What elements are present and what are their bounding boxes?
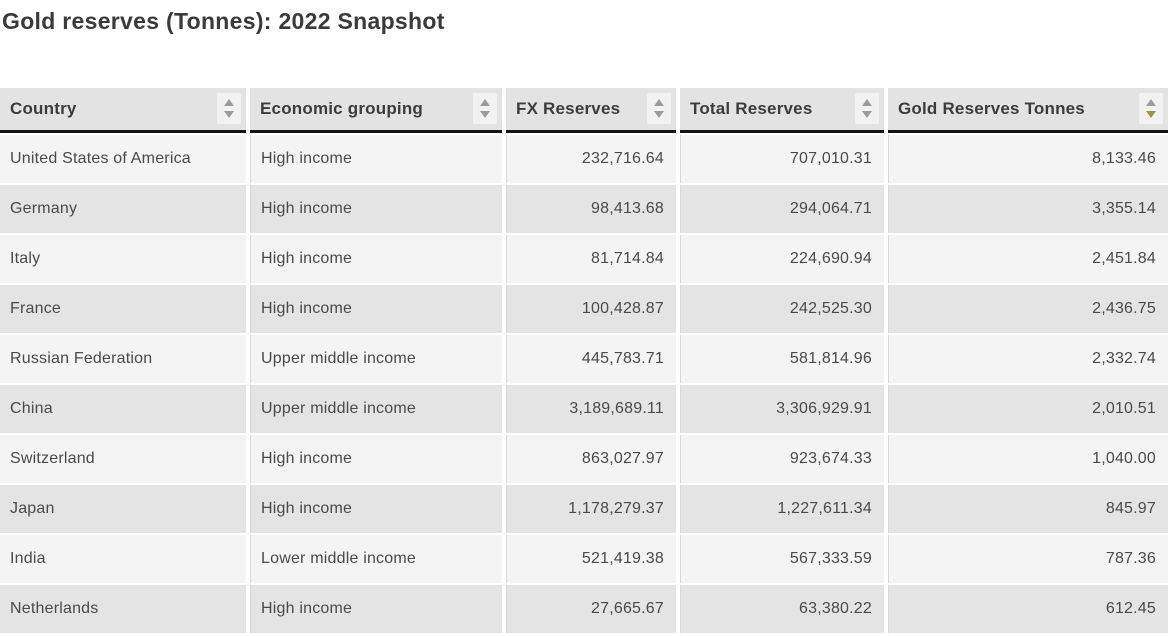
cell-country: Italy <box>0 234 246 283</box>
cell-country: Netherlands <box>0 584 246 633</box>
sort-descending-icon[interactable] <box>480 111 490 119</box>
column-header-total-reserves[interactable]: Total Reserves <box>680 87 884 133</box>
cell-country: China <box>0 384 246 433</box>
column-header-inner: Gold Reserves Tonnes <box>888 88 1168 130</box>
cell-fx-reserves: 81,714.84 <box>506 234 676 283</box>
cell-economic-grouping: High income <box>250 234 502 283</box>
header-row: Country Economic grouping FX Reserves Total… <box>0 87 1168 133</box>
table-row: India Lower middle income 521,419.38 567,33… <box>0 534 1168 583</box>
cell-fx-reserves: 232,716.64 <box>506 134 676 183</box>
table-row: Russian Federation Upper middle income 445… <box>0 334 1168 383</box>
cell-gold-reserves-tonnes: 2,332.74 <box>888 334 1168 383</box>
column-label: Country <box>10 98 77 118</box>
table-row: Italy High income 81,714.84 224,690.94 2,451… <box>0 234 1168 283</box>
cell-country: Switzerland <box>0 434 246 483</box>
sort-ascending-icon[interactable] <box>224 99 234 107</box>
cell-country: Russian Federation <box>0 334 246 383</box>
cell-total-reserves: 707,010.31 <box>680 134 884 183</box>
cell-economic-grouping: High income <box>250 584 502 633</box>
column-header-country[interactable]: Country <box>0 87 246 133</box>
cell-economic-grouping: High income <box>250 184 502 233</box>
cell-country: Japan <box>0 484 246 533</box>
sort-descending-icon[interactable] <box>1146 111 1156 119</box>
column-header-fx-reserves[interactable]: FX Reserves <box>506 87 676 133</box>
table-row: Switzerland High income 863,027.97 923,674.… <box>0 434 1168 483</box>
cell-total-reserves: 1,227,611.34 <box>680 484 884 533</box>
cell-gold-reserves-tonnes: 3,355.14 <box>888 184 1168 233</box>
table-row: Japan High income 1,178,279.37 1,227,611.34… <box>0 484 1168 533</box>
cell-gold-reserves-tonnes: 845.97 <box>888 484 1168 533</box>
sort-descending-icon[interactable] <box>862 111 872 119</box>
column-label: Total Reserves <box>690 98 813 118</box>
cell-fx-reserves: 98,413.68 <box>506 184 676 233</box>
cell-gold-reserves-tonnes: 1,040.00 <box>888 434 1168 483</box>
cell-economic-grouping: High income <box>250 434 502 483</box>
cell-economic-grouping: Lower middle income <box>250 534 502 583</box>
cell-country: Germany <box>0 184 246 233</box>
table-row: China Upper middle income 3,189,689.11 3,30… <box>0 384 1168 433</box>
cell-total-reserves: 63,380.22 <box>680 584 884 633</box>
sort-control[interactable] <box>217 93 241 125</box>
sort-ascending-icon[interactable] <box>1146 99 1156 107</box>
cell-gold-reserves-tonnes: 612.45 <box>888 584 1168 633</box>
sort-control[interactable] <box>1139 93 1163 125</box>
cell-economic-grouping: High income <box>250 134 502 183</box>
sort-control[interactable] <box>855 93 879 125</box>
cell-fx-reserves: 27,665.67 <box>506 584 676 633</box>
column-header-economic-grouping[interactable]: Economic grouping <box>250 87 502 133</box>
sort-descending-icon[interactable] <box>654 111 664 119</box>
cell-gold-reserves-tonnes: 2,451.84 <box>888 234 1168 283</box>
column-header-inner: Total Reserves <box>680 88 884 130</box>
cell-country: France <box>0 284 246 333</box>
column-label: FX Reserves <box>516 98 621 118</box>
cell-country: United States of America <box>0 134 246 183</box>
cell-total-reserves: 242,525.30 <box>680 284 884 333</box>
cell-fx-reserves: 1,178,279.37 <box>506 484 676 533</box>
column-label: Gold Reserves Tonnes <box>898 98 1085 118</box>
cell-gold-reserves-tonnes: 2,010.51 <box>888 384 1168 433</box>
sort-ascending-icon[interactable] <box>862 99 872 107</box>
cell-total-reserves: 923,674.33 <box>680 434 884 483</box>
table-row: United States of America High income 232,7… <box>0 134 1168 183</box>
cell-gold-reserves-tonnes: 787.36 <box>888 534 1168 583</box>
table-row: Netherlands High income 27,665.67 63,380.22… <box>0 584 1168 633</box>
column-header-gold-reserves-tonnes[interactable]: Gold Reserves Tonnes <box>888 87 1168 133</box>
cell-economic-grouping: High income <box>250 484 502 533</box>
table-row: Germany High income 98,413.68 294,064.71 3,3… <box>0 184 1168 233</box>
sort-ascending-icon[interactable] <box>480 99 490 107</box>
cell-gold-reserves-tonnes: 8,133.46 <box>888 134 1168 183</box>
cell-fx-reserves: 863,027.97 <box>506 434 676 483</box>
column-header-inner: FX Reserves <box>506 88 676 130</box>
column-label: Economic grouping <box>260 98 424 118</box>
cell-economic-grouping: Upper middle income <box>250 384 502 433</box>
cell-total-reserves: 567,333.59 <box>680 534 884 583</box>
cell-gold-reserves-tonnes: 2,436.75 <box>888 284 1168 333</box>
cell-country: India <box>0 534 246 583</box>
table-row: France High income 100,428.87 242,525.30 2,4… <box>0 284 1168 333</box>
cell-fx-reserves: 521,419.38 <box>506 534 676 583</box>
cell-fx-reserves: 445,783.71 <box>506 334 676 383</box>
gold-reserves-table: Country Economic grouping FX Reserves Total… <box>0 86 1170 635</box>
cell-total-reserves: 581,814.96 <box>680 334 884 383</box>
sort-descending-icon[interactable] <box>224 111 234 119</box>
cell-economic-grouping: Upper middle income <box>250 334 502 383</box>
sort-ascending-icon[interactable] <box>654 99 664 107</box>
cell-total-reserves: 294,064.71 <box>680 184 884 233</box>
column-header-inner: Economic grouping <box>250 88 502 130</box>
page-title: Gold reserves (Tonnes): 2022 Snapshot <box>2 8 445 34</box>
cell-total-reserves: 224,690.94 <box>680 234 884 283</box>
column-header-inner: Country <box>0 88 246 130</box>
sort-control[interactable] <box>647 93 671 125</box>
cell-economic-grouping: High income <box>250 284 502 333</box>
cell-total-reserves: 3,306,929.91 <box>680 384 884 433</box>
cell-fx-reserves: 100,428.87 <box>506 284 676 333</box>
cell-fx-reserves: 3,189,689.11 <box>506 384 676 433</box>
sort-control[interactable] <box>473 93 497 125</box>
